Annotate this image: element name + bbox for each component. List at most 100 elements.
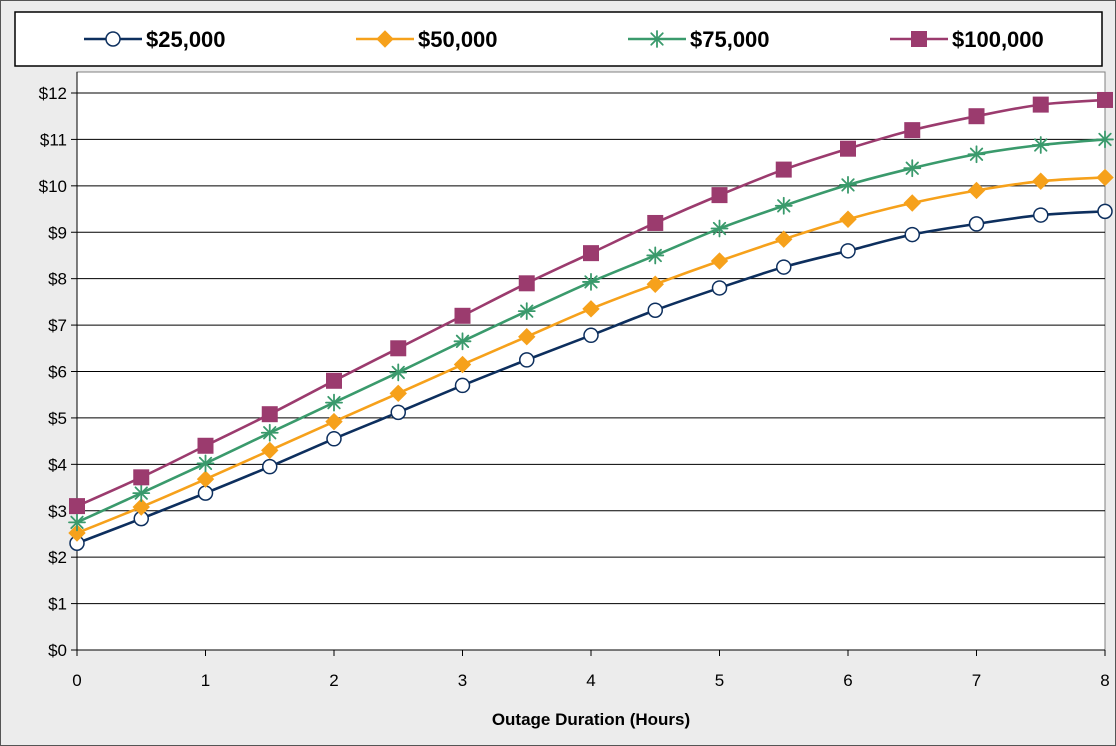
series-0-point [454,377,471,394]
x-tick-label: 3 [458,671,467,690]
y-tick-label: $5 [48,409,67,428]
series-1-point [325,412,343,431]
series-3-point [518,275,535,292]
series-2-point [68,513,86,532]
legend: $25,000 $50,000 $75,000 $100,000 [84,27,1044,52]
series-3-point [711,187,728,204]
series-3-point [583,245,599,262]
y-tick-label: $8 [48,270,67,289]
series-0-point [840,243,856,259]
y-tick-label: $3 [48,502,67,521]
x-tick-label: 4 [586,671,595,690]
series-3-point [454,307,471,324]
legend-label-2: $75,000 [690,27,770,52]
series-0-point [390,404,406,421]
series-2-point [967,145,986,164]
series-2-point [903,159,922,178]
series-markers [68,91,1114,551]
legend-marker-3 [911,31,927,47]
y-tick-label: $2 [48,548,67,567]
series-0-point [519,352,535,368]
plot-area [76,71,1106,651]
series-2-point [453,332,472,351]
axes: $0 $1 $2 $3 $4 $5 $6 $7 $8 $9 $10 $11 $12 0 1 2 3 4 5 6 7 8 [39,72,1110,690]
series-1-point [582,300,600,318]
grid-lines [77,92,1105,605]
series-2-point [1031,136,1050,154]
series-0-point [1097,203,1113,220]
series-0-point [197,485,214,501]
series-0-point [647,302,663,318]
series-0-point [262,458,278,475]
series-1-point [68,524,86,542]
series-3-point [133,469,150,486]
x-tick-label: 2 [329,671,338,690]
series-3-point [261,406,278,423]
legend-marker-2 [648,30,666,48]
series-1-point [967,181,986,200]
series-3-point [1097,91,1113,108]
series-0-point [1033,207,1049,223]
series-2-point [517,302,536,321]
series-1-point [261,441,279,460]
series-3-point [904,122,921,139]
series-1-point [389,384,407,403]
series-2-point [196,454,215,473]
series-3-point [775,161,792,178]
x-axis-label: Outage Duration (Hours) [492,710,690,729]
x-tick-label: 0 [72,671,81,690]
series-2-point [132,484,151,503]
legend-label-0: $25,000 [146,27,226,52]
series-0-point [326,431,342,447]
series-3-point [326,372,342,389]
series-2-point [260,423,279,442]
series-2-point [839,176,857,194]
series-3-point [197,437,214,454]
series-1-point [1096,168,1114,187]
series-3-point [968,108,985,125]
y-tick-label: $7 [48,316,67,335]
y-tick-label: $0 [48,641,67,660]
series-2-point [710,219,729,238]
y-tick-label: $9 [48,223,67,242]
series-1-point [518,327,536,346]
series-0-point [583,327,599,344]
x-tick-label: 5 [715,671,724,690]
y-tick-label: $6 [48,363,67,382]
y-tick-label: $1 [48,595,67,614]
series-1-point [132,498,150,516]
y-tick-label: $11 [40,130,67,149]
series-1-point [453,355,472,374]
series-3-point [390,340,407,357]
legend-label-1: $50,000 [418,27,498,52]
series-1-point [1032,172,1050,190]
legend-marker-0 [105,31,121,47]
series-1-point [903,194,921,212]
series-3-point [69,498,85,515]
series-2-point [325,393,343,412]
series-1-point [646,275,664,293]
series-2-point [646,246,665,265]
x-tick-label: 8 [1100,671,1109,690]
series-0-point [904,226,920,243]
series-3-point [1032,96,1049,113]
series-1-point [196,470,215,488]
series-2-point [774,196,793,215]
series-0-point [968,216,985,232]
x-tick-label: 7 [972,671,981,690]
series-3-point [840,140,856,157]
series-2-point [389,363,408,382]
y-tick-label: $12 [39,84,67,103]
series-2-point [1096,130,1114,149]
x-tick-label: 1 [201,671,210,690]
series-3-point [647,214,664,231]
x-tick-label: 6 [843,671,852,690]
series-0-point [776,259,792,275]
series-1-point [839,210,857,228]
legend-marker-1 [376,30,394,48]
series-1-point [710,252,729,270]
series-2-point [582,273,600,291]
series-0-point [711,280,728,296]
series-1-point [775,230,793,248]
